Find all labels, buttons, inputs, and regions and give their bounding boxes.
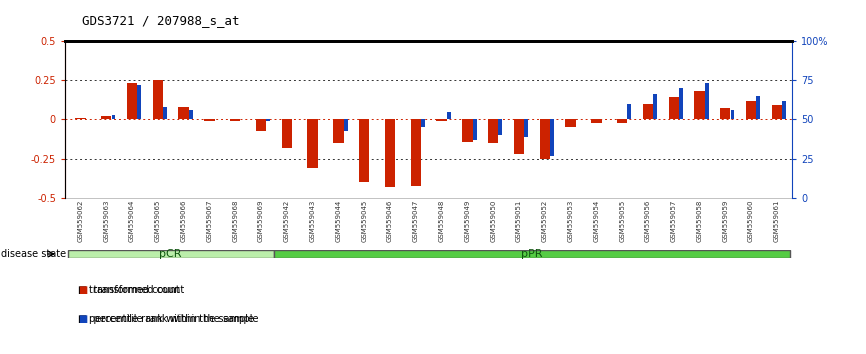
Bar — [189, 110, 193, 120]
Text: disease state: disease state — [1, 249, 66, 259]
Bar — [344, 120, 347, 131]
Bar — [204, 120, 215, 121]
Bar — [617, 120, 627, 122]
Bar — [524, 120, 528, 137]
Text: ■: ■ — [78, 314, 87, 324]
Bar — [731, 110, 734, 120]
Bar — [410, 120, 421, 185]
Bar — [163, 107, 167, 120]
Bar — [746, 101, 756, 120]
Bar — [772, 105, 782, 120]
Bar — [385, 120, 395, 187]
Bar — [421, 120, 425, 127]
Text: ■: ■ — [78, 285, 87, 295]
Bar — [152, 80, 163, 120]
Bar — [679, 88, 683, 120]
Bar — [462, 120, 473, 142]
Text: ■  transformed count: ■ transformed count — [78, 285, 184, 295]
Bar — [473, 120, 476, 140]
Bar — [281, 120, 292, 148]
Text: pCR: pCR — [159, 249, 182, 259]
Bar — [721, 108, 731, 120]
Bar — [756, 96, 760, 120]
Bar — [274, 250, 790, 258]
Bar — [359, 120, 369, 183]
Bar — [565, 120, 576, 127]
Bar — [488, 120, 498, 143]
Bar — [628, 104, 631, 120]
Bar — [68, 250, 274, 258]
Bar — [101, 116, 112, 120]
Bar — [499, 120, 502, 135]
Bar — [550, 120, 554, 156]
Bar — [75, 118, 86, 120]
Bar — [112, 115, 115, 120]
Bar — [669, 97, 679, 120]
Text: transformed count: transformed count — [89, 285, 180, 295]
Bar — [307, 120, 318, 168]
Text: ■  percentile rank within the sample: ■ percentile rank within the sample — [78, 314, 258, 324]
Text: GDS3721 / 207988_s_at: GDS3721 / 207988_s_at — [82, 14, 240, 27]
Bar — [653, 94, 657, 120]
Bar — [643, 104, 653, 120]
Bar — [782, 101, 786, 120]
Bar — [255, 120, 266, 131]
Bar — [333, 120, 344, 143]
Bar — [178, 107, 189, 120]
Bar — [126, 83, 137, 120]
Bar — [540, 120, 550, 159]
Bar — [138, 85, 141, 120]
Bar — [514, 120, 524, 154]
Bar — [436, 120, 447, 121]
Bar — [705, 83, 708, 120]
Bar — [591, 120, 602, 122]
Bar — [695, 91, 705, 120]
Text: percentile rank within the sample: percentile rank within the sample — [89, 314, 255, 324]
Bar — [266, 120, 270, 121]
Bar — [447, 112, 450, 120]
Bar — [230, 120, 241, 121]
Text: pPR: pPR — [521, 249, 543, 259]
